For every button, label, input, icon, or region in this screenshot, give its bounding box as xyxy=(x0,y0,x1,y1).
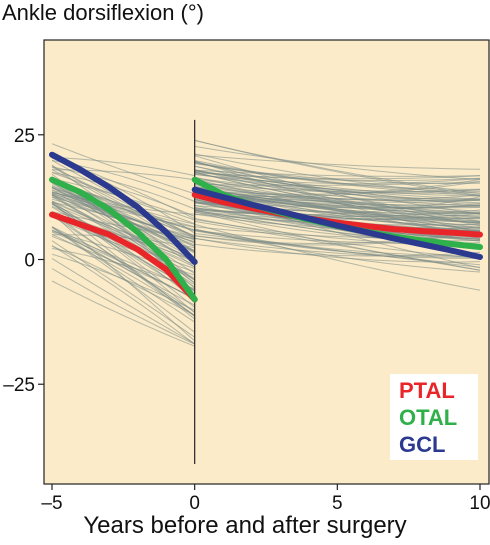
x-tick-label: –5 xyxy=(41,493,62,514)
trajectory-after xyxy=(194,165,481,197)
series-line-gcl-before xyxy=(49,151,198,265)
trajectory-before xyxy=(51,166,195,239)
legend-entry-ptal: PTAL xyxy=(399,378,455,403)
trajectory-after xyxy=(194,179,481,195)
trajectory-before xyxy=(51,143,195,195)
trajectory-before xyxy=(51,226,195,323)
trajectory-after xyxy=(194,193,481,208)
trajectory-before xyxy=(51,215,196,317)
trajectory-before xyxy=(51,203,195,266)
trajectory-before xyxy=(51,171,195,217)
trajectory-after xyxy=(194,171,481,181)
series-line-ptal-before xyxy=(49,211,198,303)
trajectory-after xyxy=(194,207,481,217)
trajectory-after xyxy=(194,154,481,170)
y-tick-label: –25 xyxy=(3,375,35,396)
trajectory-after xyxy=(194,181,481,197)
trajectory-after xyxy=(194,230,481,244)
trajectory-after xyxy=(194,174,481,185)
trajectory-after xyxy=(194,178,481,207)
trajectory-before xyxy=(51,233,195,317)
trajectory-after xyxy=(194,210,481,220)
trajectory-before xyxy=(51,166,195,210)
trajectory-before xyxy=(51,268,195,345)
series-line-gcl-after xyxy=(191,186,483,260)
trajectory-after xyxy=(194,186,481,209)
legend-entry-otal: OTAL xyxy=(399,405,457,430)
trajectory-before xyxy=(51,202,196,314)
trajectory-after xyxy=(194,184,481,200)
trajectory-after xyxy=(194,243,481,257)
trajectory-before xyxy=(51,240,195,338)
trajectory-before xyxy=(51,280,195,347)
trajectory-after xyxy=(194,176,481,222)
trajectory-after xyxy=(194,226,481,239)
legend-box xyxy=(390,374,478,460)
trajectory-before xyxy=(51,189,195,231)
trajectory-after xyxy=(194,160,481,190)
trajectory-after xyxy=(194,181,481,186)
legend-entry-gcl: GCL xyxy=(399,432,445,457)
trajectory-before xyxy=(51,257,195,345)
x-tick-label: 10 xyxy=(469,493,490,514)
x-axis-label: Years before and after surgery xyxy=(83,512,407,539)
trajectory-before xyxy=(51,164,195,268)
trajectory-after xyxy=(194,238,481,259)
trajectory-before xyxy=(51,156,195,177)
trajectory-before xyxy=(51,226,195,300)
x-tick-label: 5 xyxy=(332,493,343,514)
trajectory-after xyxy=(194,229,481,266)
trajectory-before xyxy=(51,229,195,291)
trajectory-before xyxy=(51,201,195,259)
chart-title: Ankle dorsiflexion (°) xyxy=(2,0,204,25)
x-tick-label: 0 xyxy=(189,493,200,514)
y-tick-label: 25 xyxy=(14,126,35,147)
series-line-otal-before xyxy=(49,176,198,303)
trajectory-before xyxy=(51,226,196,333)
trajectory-after xyxy=(194,186,481,212)
plot-frame xyxy=(43,39,490,485)
trajectory-before xyxy=(51,193,195,275)
trajectory-after xyxy=(194,165,481,233)
y-tick-label: 0 xyxy=(24,251,35,272)
trajectory-before xyxy=(51,245,195,345)
